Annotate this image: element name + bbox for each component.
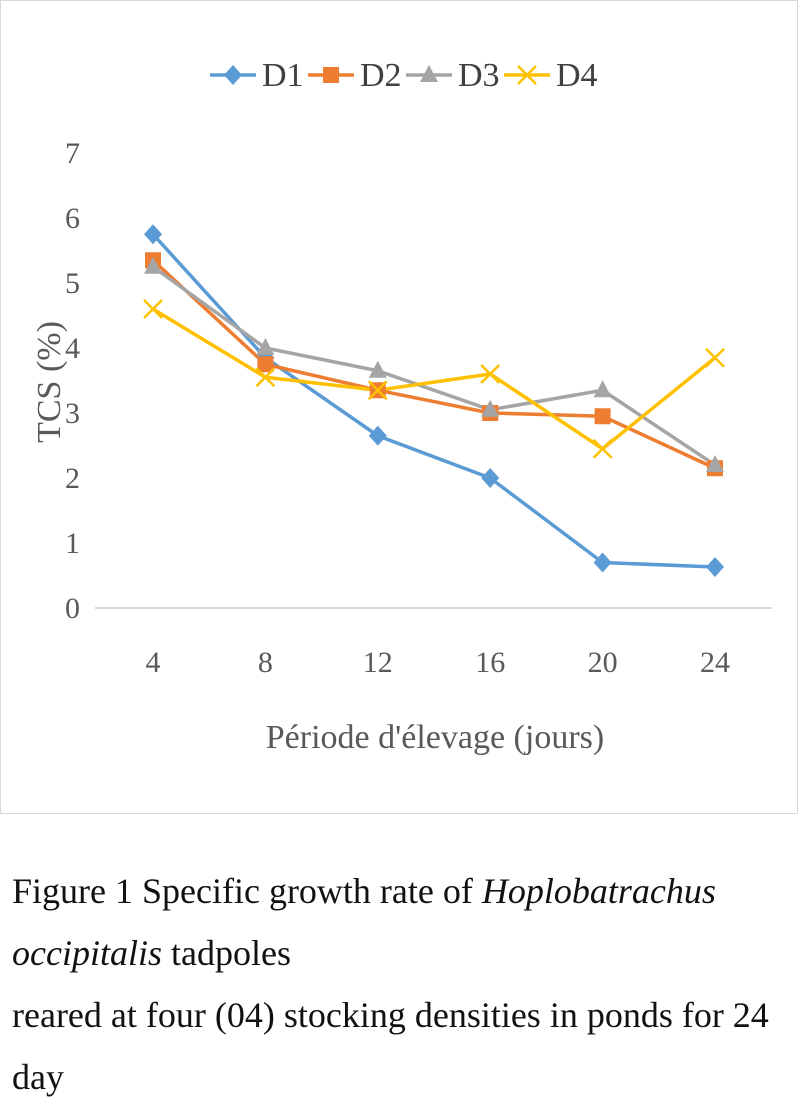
caption-line-1: Figure 1 Specific growth rate of Hoploba… xyxy=(12,860,792,984)
x-tick-label: 24 xyxy=(700,646,730,679)
legend-d4-label: D4 xyxy=(556,57,598,94)
caption-species: Hoplobatrachus occipitalis xyxy=(12,871,716,973)
series-d1-point xyxy=(368,425,387,446)
series-d4-point xyxy=(592,438,613,459)
y-tick-label: 1 xyxy=(65,527,80,560)
series-d4-point xyxy=(705,347,725,368)
series-d1-point xyxy=(481,468,500,488)
series-d4-point xyxy=(480,364,501,384)
caption-line-2: reared at four (04) stocking densities i… xyxy=(12,995,769,1097)
legend-d1-marker xyxy=(224,65,242,85)
x-tick-label: 16 xyxy=(475,646,505,679)
series-d2-point xyxy=(594,408,611,425)
x-tick-label: 20 xyxy=(588,646,618,679)
series-d4-point xyxy=(143,299,163,319)
legend-d1-label: D1 xyxy=(262,57,304,94)
series-d3-point xyxy=(144,256,162,274)
series-d1-point xyxy=(144,224,162,245)
y-tick-label: 3 xyxy=(65,397,80,430)
series-d1-point xyxy=(593,552,612,573)
y-tick-label: 5 xyxy=(65,267,80,300)
legend: D1 D2 D3 D4 xyxy=(210,57,598,94)
y-tick-label: 2 xyxy=(65,462,80,495)
chart-frame xyxy=(0,0,798,814)
legend-d2-marker xyxy=(323,67,339,83)
x-axis-ticks: 4 8 12 16 20 24 xyxy=(146,646,731,679)
series-markers xyxy=(143,224,725,578)
legend-d4-marker xyxy=(517,65,537,85)
series-d3-point xyxy=(256,338,275,355)
legend-d3-marker xyxy=(420,65,438,82)
legend-d2-label: D2 xyxy=(360,57,402,94)
series-d1-point xyxy=(706,557,724,578)
y-tick-label: 7 xyxy=(65,137,80,170)
y-tick-label: 4 xyxy=(65,332,80,365)
series-d1-line xyxy=(151,233,716,569)
series-d4-point xyxy=(367,380,388,401)
series-d2-line xyxy=(151,258,716,470)
series-lines xyxy=(151,233,717,569)
series-d4-point xyxy=(255,367,276,388)
figure-caption: Figure 1 Specific growth rate of Hoploba… xyxy=(12,860,792,1108)
x-tick-label: 8 xyxy=(258,646,273,679)
y-tick-label: 0 xyxy=(65,592,80,625)
series-d3-line xyxy=(151,265,716,467)
legend-d3-label: D3 xyxy=(458,57,500,94)
y-tick-label: 6 xyxy=(65,202,80,235)
series-d3-point xyxy=(706,455,724,472)
x-axis-title: Période d'élevage (jours) xyxy=(266,719,604,756)
y-axis-ticks: 0 1 2 3 4 5 6 7 xyxy=(65,137,80,625)
series-d2-point xyxy=(257,356,274,373)
caption-suffix: tadpoles xyxy=(161,933,291,973)
y-axis-title: TCS (%) xyxy=(31,321,68,443)
caption-prefix: Figure 1 Specific growth rate of xyxy=(12,871,482,911)
x-tick-label: 4 xyxy=(146,646,161,679)
x-tick-label: 12 xyxy=(363,646,393,679)
series-d4-line xyxy=(152,307,717,451)
series-d3-point xyxy=(593,380,612,398)
series-d3-point xyxy=(368,360,387,378)
series-d3-point xyxy=(481,399,500,417)
